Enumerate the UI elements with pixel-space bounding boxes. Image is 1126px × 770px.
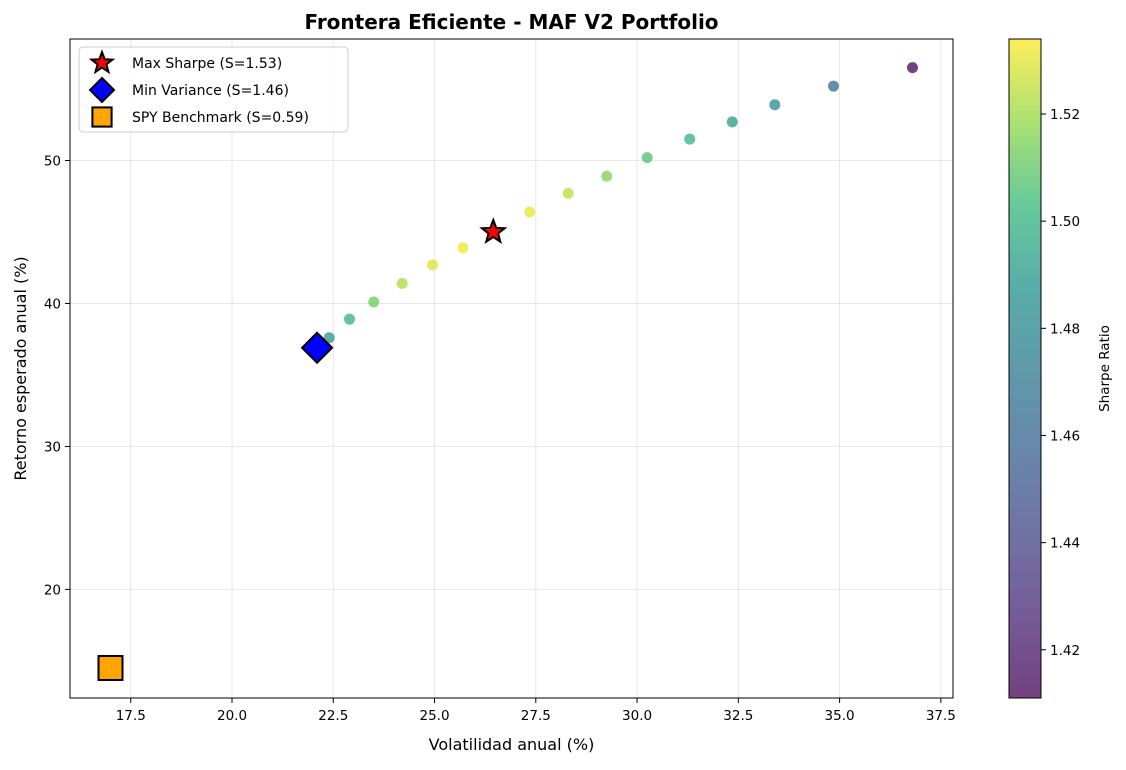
frontier-point — [684, 133, 696, 145]
colorbar-tick-label: 1.42 — [1050, 643, 1080, 659]
frontier-point — [641, 152, 653, 164]
frontier-point — [427, 259, 439, 271]
x-tick-label: 20.0 — [217, 708, 247, 724]
x-tick-label: 22.5 — [318, 708, 348, 724]
frontier-point — [828, 80, 840, 92]
colorbar-tick-label: 1.52 — [1050, 107, 1080, 123]
y-tick-label: 50 — [44, 154, 61, 170]
colorbar-label: Sharpe Ratio — [1097, 325, 1113, 412]
frontier-point — [323, 332, 335, 344]
frontier-point — [343, 313, 355, 325]
x-axis-label: Volatilidad anual (%) — [429, 735, 595, 754]
x-tick-label: 35.0 — [825, 708, 855, 724]
frontier-point — [524, 206, 536, 218]
legend-min-variance-icon — [88, 76, 116, 104]
chart-title: Frontera Eficiente - MAF V2 Portfolio — [304, 10, 718, 34]
x-tick-label: 25.0 — [420, 708, 450, 724]
min-variance-marker — [300, 331, 334, 365]
max-sharpe-marker — [479, 217, 508, 245]
spy-benchmark-marker — [97, 654, 124, 681]
plot-frame — [69, 38, 954, 699]
frontier-point — [601, 170, 613, 182]
frontier-point — [396, 277, 408, 289]
y-tick-label: 30 — [44, 439, 61, 455]
frontier-point — [457, 242, 469, 254]
legend-label: Max Sharpe (S=1.53) — [132, 56, 282, 72]
legend-box — [78, 46, 349, 133]
frontier-point — [726, 116, 738, 128]
legend-label: Min Variance (S=1.46) — [132, 83, 289, 99]
x-tick-label: 32.5 — [723, 708, 753, 724]
y-tick-label: 40 — [44, 296, 61, 312]
legend-spy-benchmark-icon — [91, 106, 113, 128]
y-axis-label: Retorno esperado anual (%) — [11, 256, 30, 480]
x-tick-label: 37.5 — [926, 708, 956, 724]
colorbar-tick-label: 1.50 — [1050, 214, 1080, 230]
x-tick-label: 30.0 — [622, 708, 652, 724]
frontier-point — [906, 62, 918, 74]
colorbar — [1008, 38, 1042, 699]
frontier-point — [368, 296, 380, 308]
frontier-point — [562, 187, 574, 199]
y-tick-label: 20 — [44, 582, 61, 598]
x-tick-label: 17.5 — [116, 708, 146, 724]
colorbar-tick-label: 1.46 — [1050, 428, 1080, 444]
colorbar-tick-label: 1.44 — [1050, 536, 1080, 552]
x-tick-label: 27.5 — [521, 708, 551, 724]
legend-max-sharpe-icon — [88, 49, 116, 75]
colorbar-tick-label: 1.48 — [1050, 321, 1080, 337]
legend-label: SPY Benchmark (S=0.59) — [132, 110, 309, 126]
frontier-point — [769, 99, 781, 111]
